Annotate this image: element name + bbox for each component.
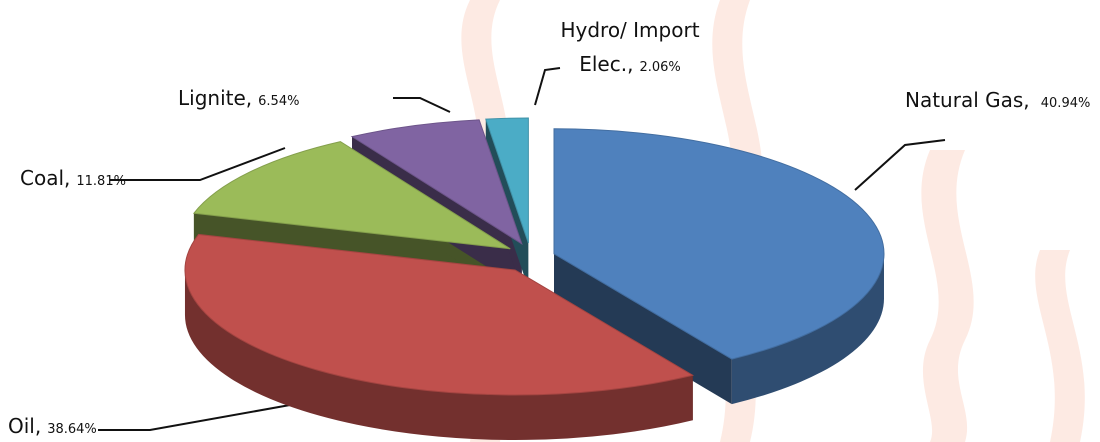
flame-decoration [1035,250,1085,442]
value-label: 11.81% [76,174,126,189]
value-label: 6.54% [258,94,300,109]
value-label: 38.64% [47,422,97,437]
tops [184,117,885,396]
slice [485,117,529,244]
leader-line [854,139,946,191]
category-label: Natural Gas, [905,88,1030,112]
leader-line [393,97,451,113]
slice [184,233,695,396]
data-label: Oil, 38.64% [8,410,308,442]
slice [553,128,885,360]
data-label: Natural Gas, 40.94% [905,84,1100,120]
data-label: Hydro/ Import Elec., 2.06% [540,14,720,84]
category-label: Coal, [20,166,71,190]
category-label: Oil, [8,414,42,438]
category-label: Hydro/ Import Elec., [560,18,700,76]
value-label: 2.06% [639,60,681,75]
leader-line [98,404,291,431]
slice-side [184,269,693,440]
category-label: Lignite, [178,86,253,110]
slice [350,119,523,246]
flame-decoration [921,150,974,442]
data-label: Lignite, 6.54% [178,82,478,118]
leader-line [110,147,286,181]
slice-wall [553,253,732,405]
slice [192,141,511,250]
sides [184,253,884,440]
slice-side [731,253,884,405]
value-label: 40.94% [1040,96,1091,111]
leader-line [534,67,561,106]
data-label: Coal, 11.81% [20,162,320,198]
